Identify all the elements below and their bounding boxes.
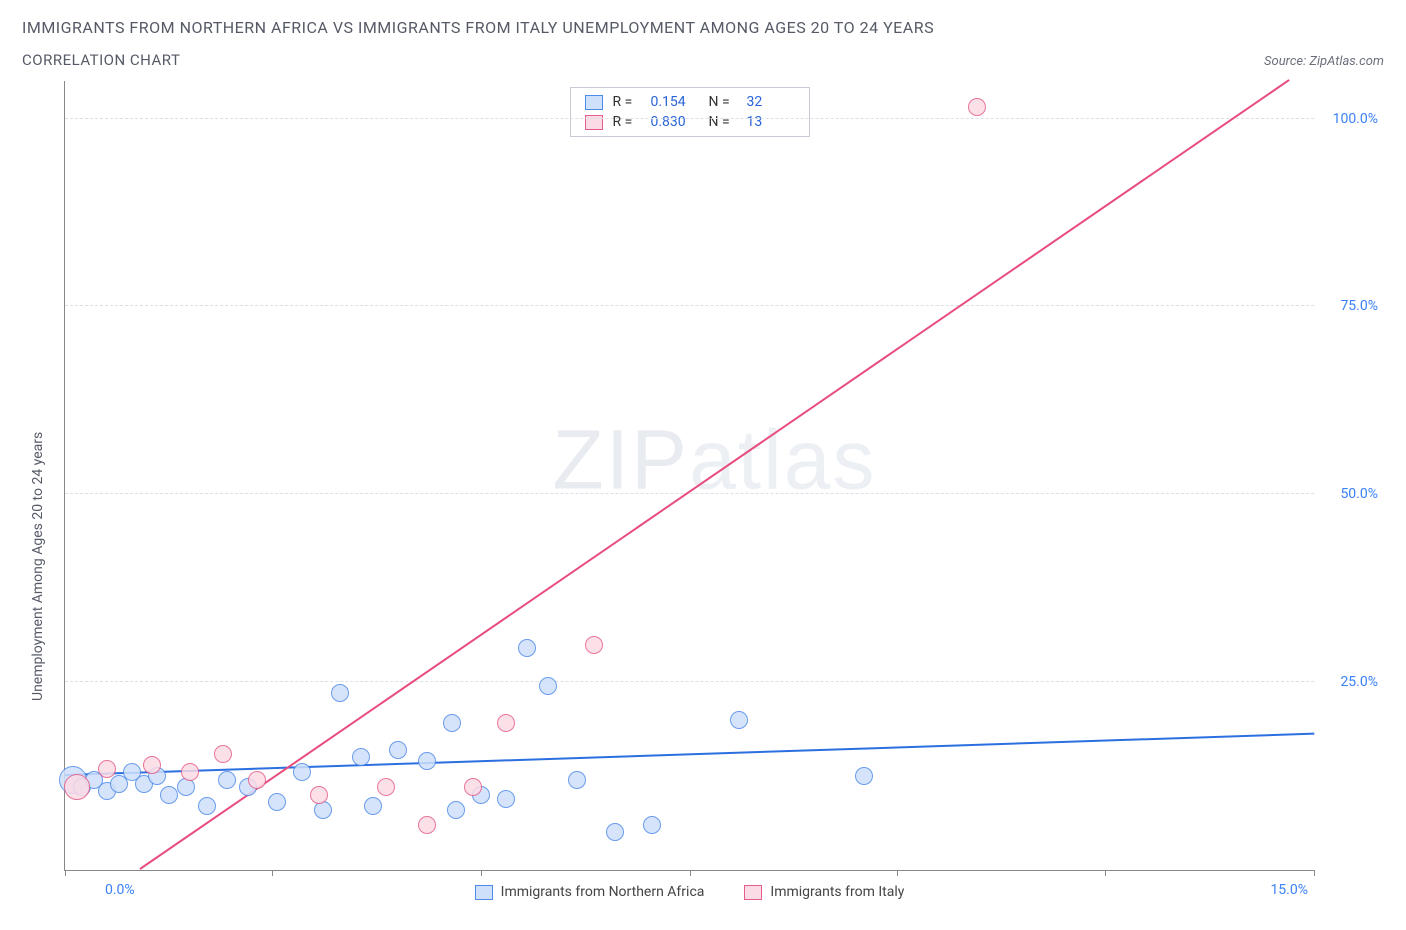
legend-series: Immigrants from Northern Africa Immigrant… xyxy=(65,884,1314,900)
data-point-northern_africa xyxy=(606,823,624,841)
gridline-h xyxy=(65,118,1314,119)
regression-line-italy xyxy=(139,79,1289,870)
data-point-italy xyxy=(143,756,161,774)
data-point-northern_africa xyxy=(364,797,382,815)
y-tick-label: 100.0% xyxy=(1333,111,1378,127)
data-point-northern_africa xyxy=(643,816,661,834)
data-point-italy xyxy=(310,786,328,804)
x-tick xyxy=(897,870,898,876)
data-point-northern_africa xyxy=(160,786,178,804)
x-tick xyxy=(690,870,691,876)
gridline-h xyxy=(65,681,1314,682)
plot-area: ZIPatlas R =0.154N =32R =0.830N =13 0.0%… xyxy=(64,81,1314,871)
gridline-h xyxy=(65,493,1314,494)
legend-stats-row-northern_africa: R = 0.154 N = 32 xyxy=(585,94,795,110)
legend-item-italy: Immigrants from Italy xyxy=(744,884,904,900)
data-point-northern_africa xyxy=(418,752,436,770)
y-tick-label: 50.0% xyxy=(1340,486,1378,502)
data-point-northern_africa xyxy=(389,741,407,759)
legend-n-label: N = xyxy=(709,94,737,110)
data-point-northern_africa xyxy=(268,793,286,811)
data-point-italy xyxy=(377,778,395,796)
data-point-italy xyxy=(968,98,986,116)
data-point-italy xyxy=(181,763,199,781)
data-point-northern_africa xyxy=(855,767,873,785)
data-point-northern_africa xyxy=(568,771,586,789)
correlation-chart: Unemployment Among Ages 20 to 24 years Z… xyxy=(22,81,1384,871)
legend-stats: R = 0.154 N = 32 R = 0.830 N = 13 xyxy=(570,87,810,137)
legend-swatch xyxy=(475,885,493,900)
x-tick xyxy=(1314,870,1315,876)
legend-n-value: 32 xyxy=(747,94,795,110)
y-tick-label: 75.0% xyxy=(1340,298,1378,314)
data-point-italy xyxy=(214,745,232,763)
data-point-northern_africa xyxy=(447,801,465,819)
data-point-northern_africa xyxy=(518,639,536,657)
y-axis-label: Unemployment Among Ages 20 to 24 years xyxy=(30,432,46,701)
data-point-italy xyxy=(64,774,90,800)
data-point-northern_africa xyxy=(352,748,370,766)
data-point-northern_africa xyxy=(497,790,515,808)
legend-n-value: 13 xyxy=(747,114,795,130)
y-tick-label: 25.0% xyxy=(1340,674,1378,690)
data-point-italy xyxy=(497,714,515,732)
legend-item-northern_africa: Immigrants from Northern Africa xyxy=(475,884,705,900)
data-point-northern_africa xyxy=(331,684,349,702)
legend-swatch xyxy=(585,95,603,110)
regression-line-northern_africa xyxy=(65,733,1314,776)
x-tick xyxy=(1105,870,1106,876)
data-point-northern_africa xyxy=(539,677,557,695)
legend-stats-row-italy: R = 0.830 N = 13 xyxy=(585,114,795,130)
legend-r-label: R = xyxy=(613,114,641,130)
x-tick xyxy=(65,870,66,876)
data-point-italy xyxy=(248,771,266,789)
legend-r-value: 0.154 xyxy=(651,94,699,110)
legend-label: Immigrants from Italy xyxy=(770,884,904,900)
chart-title: IMMIGRANTS FROM NORTHERN AFRICA VS IMMIG… xyxy=(22,18,1384,37)
data-point-northern_africa xyxy=(293,763,311,781)
legend-r-value: 0.830 xyxy=(651,114,699,130)
data-point-northern_africa xyxy=(443,714,461,732)
x-tick xyxy=(481,870,482,876)
source-label: Source: ZipAtlas.com xyxy=(1264,54,1384,69)
legend-n-label: N = xyxy=(709,114,737,130)
data-point-italy xyxy=(98,760,116,778)
x-tick xyxy=(272,870,273,876)
data-point-italy xyxy=(418,816,436,834)
legend-r-label: R = xyxy=(613,94,641,110)
legend-label: Immigrants from Northern Africa xyxy=(501,884,705,900)
gridline-h xyxy=(65,305,1314,306)
data-point-northern_africa xyxy=(218,771,236,789)
data-point-italy xyxy=(585,636,603,654)
legend-swatch xyxy=(744,885,762,900)
data-point-northern_africa xyxy=(198,797,216,815)
data-point-italy xyxy=(464,778,482,796)
chart-subtitle: CORRELATION CHART xyxy=(22,51,180,69)
data-point-northern_africa xyxy=(730,711,748,729)
